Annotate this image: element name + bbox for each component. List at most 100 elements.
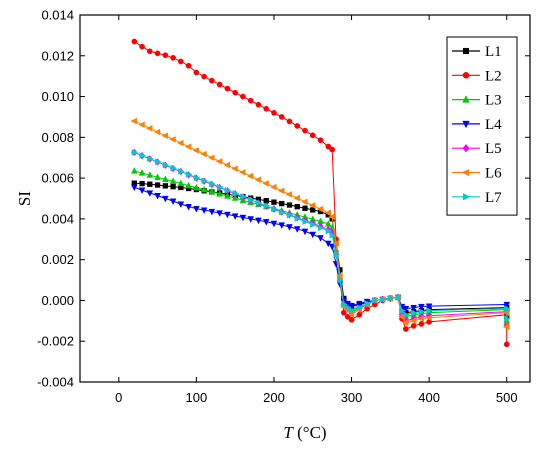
data-point — [410, 304, 417, 312]
data-point — [271, 199, 277, 205]
data-point — [247, 97, 254, 104]
axis-ticks: 0 100 200 300 400 500 -0.004 -0.002 0.000 0.002 0.… — [37, 8, 530, 405]
data-point — [286, 224, 293, 231]
data-point — [462, 193, 471, 201]
data-point — [503, 341, 510, 348]
x-tick-label: 500 — [496, 390, 518, 405]
legend-label: L1 — [485, 44, 502, 60]
data-point — [294, 204, 300, 210]
data-point — [503, 301, 511, 309]
data-point — [169, 198, 177, 206]
data-point — [169, 136, 176, 143]
data-point — [200, 185, 208, 193]
data-point — [286, 202, 293, 208]
data-point — [270, 220, 278, 228]
data-point — [462, 144, 470, 153]
data-point — [154, 192, 161, 200]
data-point — [231, 213, 239, 220]
data-point — [154, 50, 161, 57]
data-point — [215, 158, 223, 165]
data-point — [131, 38, 138, 45]
data-point — [502, 323, 510, 331]
data-point — [403, 326, 409, 332]
data-point — [224, 192, 231, 199]
data-point — [410, 323, 417, 329]
data-point — [154, 158, 162, 166]
data-point — [146, 48, 153, 55]
data-point — [418, 303, 425, 311]
data-point — [254, 176, 262, 184]
data-point — [147, 181, 153, 187]
data-point — [146, 171, 154, 178]
data-point — [201, 73, 207, 80]
legend-item-l6: L6 — [452, 166, 502, 182]
data-point — [348, 316, 355, 323]
data-point — [356, 311, 363, 318]
data-point — [247, 216, 254, 223]
data-point — [402, 305, 410, 313]
x-axis-title-unit: (°C) — [293, 423, 327, 442]
data-point — [293, 226, 301, 233]
data-point — [200, 207, 208, 215]
legend-item-l1: L1 — [452, 44, 502, 60]
data-point — [401, 319, 409, 327]
data-point — [301, 228, 309, 236]
y-tick-label: 0.006 — [41, 171, 74, 186]
y-tick-label: 0.000 — [41, 293, 74, 308]
data-point — [223, 161, 231, 169]
data-point — [262, 180, 269, 187]
data-point — [316, 205, 324, 213]
data-point — [461, 168, 470, 177]
data-point — [286, 118, 293, 125]
data-point — [293, 194, 300, 202]
data-point — [425, 314, 432, 322]
data-point — [185, 171, 193, 178]
data-point — [279, 208, 286, 216]
data-point — [310, 221, 317, 228]
y-tick-label: 0.004 — [41, 211, 74, 226]
data-point — [418, 321, 425, 327]
data-point — [232, 89, 239, 96]
data-point — [162, 195, 169, 203]
y-axis-title: SI — [15, 191, 34, 206]
data-point — [176, 139, 184, 147]
y-tick-label: 0.008 — [41, 130, 74, 145]
data-point — [409, 317, 417, 325]
data-point — [310, 207, 316, 213]
data-point — [262, 219, 270, 226]
data-point — [294, 215, 302, 222]
data-point — [162, 161, 170, 169]
data-point — [248, 196, 255, 204]
series-l7 — [131, 149, 511, 323]
legend-label: L7 — [485, 190, 502, 206]
data-point — [162, 52, 169, 59]
data-point — [504, 305, 511, 312]
data-point — [302, 205, 308, 211]
data-point — [146, 190, 154, 197]
data-point — [177, 201, 185, 208]
data-point — [193, 69, 200, 76]
legend-item-l5: L5 — [452, 141, 502, 157]
legend-label: L5 — [485, 141, 502, 157]
data-point — [139, 43, 145, 50]
data-point — [263, 105, 270, 112]
y-tick-label: -0.002 — [37, 334, 74, 349]
data-point — [425, 303, 433, 311]
legend-label: L6 — [485, 166, 502, 182]
data-point — [417, 315, 425, 323]
data-point — [418, 308, 426, 315]
data-point — [329, 146, 336, 153]
data-point — [328, 213, 335, 221]
y-tick-label: 0.002 — [41, 252, 74, 267]
data-point — [462, 120, 470, 129]
data-point — [170, 164, 178, 172]
data-point — [278, 114, 285, 120]
y-tick-label: 0.010 — [41, 89, 74, 104]
data-point — [208, 187, 216, 195]
legend-item-l2: L2 — [452, 68, 502, 84]
data-point — [271, 205, 278, 213]
legend-label: L3 — [485, 93, 502, 109]
data-point — [131, 167, 138, 174]
data-point — [279, 200, 285, 207]
data-point — [410, 309, 418, 316]
